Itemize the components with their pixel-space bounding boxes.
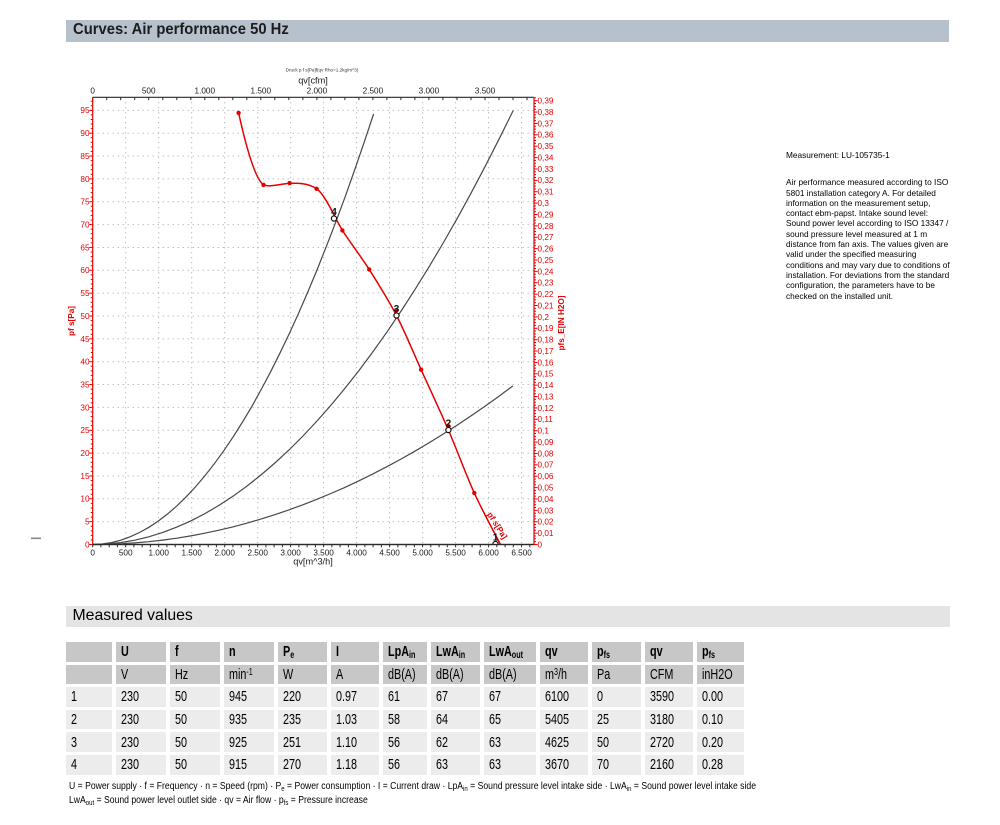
svg-text:0,04: 0,04 <box>538 495 554 504</box>
svg-text:0: 0 <box>85 540 90 549</box>
svg-text:50: 50 <box>80 312 90 321</box>
svg-text:0,16: 0,16 <box>538 358 554 367</box>
svg-text:0,05: 0,05 <box>538 484 554 493</box>
svg-text:10: 10 <box>80 495 90 504</box>
svg-text:0,2: 0,2 <box>538 313 550 322</box>
svg-text:0,06: 0,06 <box>538 472 554 481</box>
svg-text:0,18: 0,18 <box>538 336 554 345</box>
svg-text:0,07: 0,07 <box>538 461 554 470</box>
svg-text:0,02: 0,02 <box>538 518 554 527</box>
svg-text:1.000: 1.000 <box>148 549 169 558</box>
svg-text:0,24: 0,24 <box>538 267 554 276</box>
svg-text:3.000: 3.000 <box>419 87 440 96</box>
svg-text:5.000: 5.000 <box>412 549 433 558</box>
svg-text:0,26: 0,26 <box>538 245 554 254</box>
svg-text:4.000: 4.000 <box>346 549 367 558</box>
svg-text:45: 45 <box>80 335 90 344</box>
svg-text:0,25: 0,25 <box>538 256 554 265</box>
svg-text:1.500: 1.500 <box>251 87 272 96</box>
svg-text:40: 40 <box>80 358 90 367</box>
svg-text:95: 95 <box>80 106 90 115</box>
svg-text:20: 20 <box>80 449 90 458</box>
svg-text:1.000: 1.000 <box>195 87 216 96</box>
svg-text:0,14: 0,14 <box>538 381 554 390</box>
svg-text:0,01: 0,01 <box>538 529 554 538</box>
svg-text:0,35: 0,35 <box>538 142 554 151</box>
svg-text:0,13: 0,13 <box>538 393 554 402</box>
svg-text:0,29: 0,29 <box>538 210 554 219</box>
svg-text:0,38: 0,38 <box>538 108 554 117</box>
svg-text:5.500: 5.500 <box>445 549 466 558</box>
svg-text:75: 75 <box>80 198 90 207</box>
svg-text:2.500: 2.500 <box>247 549 268 558</box>
svg-text:0,32: 0,32 <box>538 176 554 185</box>
svg-text:90: 90 <box>80 129 90 138</box>
svg-text:0,28: 0,28 <box>538 222 554 231</box>
svg-text:500: 500 <box>142 87 156 96</box>
svg-text:3.500: 3.500 <box>475 87 496 96</box>
svg-text:0,33: 0,33 <box>538 165 554 174</box>
svg-text:0,27: 0,27 <box>538 233 554 242</box>
svg-text:2.500: 2.500 <box>363 87 384 96</box>
svg-text:35: 35 <box>80 380 90 389</box>
svg-text:0,17: 0,17 <box>538 347 554 356</box>
svg-text:85: 85 <box>80 152 90 161</box>
svg-text:0,21: 0,21 <box>538 301 554 310</box>
svg-text:pf s[Pa]: pf s[Pa] <box>67 306 76 336</box>
svg-text:70: 70 <box>80 221 90 230</box>
svg-text:4: 4 <box>331 207 337 218</box>
svg-text:0,11: 0,11 <box>538 415 554 424</box>
svg-text:1: 1 <box>493 533 499 544</box>
svg-text:4.500: 4.500 <box>379 549 400 558</box>
svg-text:2: 2 <box>446 419 452 430</box>
svg-text:0,12: 0,12 <box>538 404 554 413</box>
svg-text:0,15: 0,15 <box>538 370 554 379</box>
svg-text:qv[cfm]: qv[cfm] <box>298 76 328 86</box>
svg-text:3.500: 3.500 <box>313 549 334 558</box>
svg-text:0,08: 0,08 <box>538 449 554 458</box>
svg-text:0,19: 0,19 <box>538 324 554 333</box>
svg-text:qv[m^3/h]: qv[m^3/h] <box>293 556 333 566</box>
svg-text:30: 30 <box>80 403 90 412</box>
svg-text:2.000: 2.000 <box>214 549 235 558</box>
svg-text:55: 55 <box>80 289 90 298</box>
svg-text:Druck p f s[Pa]f(qv Rho=1.2kg/: Druck p f s[Pa]f(qv Rho=1.2kg/m^3) <box>286 68 359 73</box>
svg-text:0,09: 0,09 <box>538 438 554 447</box>
svg-text:25: 25 <box>80 426 90 435</box>
svg-text:80: 80 <box>80 175 90 184</box>
svg-text:0,1: 0,1 <box>538 427 550 436</box>
svg-text:3.000: 3.000 <box>280 549 301 558</box>
svg-text:0: 0 <box>538 540 543 549</box>
svg-text:0,36: 0,36 <box>538 131 554 140</box>
svg-text:0,37: 0,37 <box>538 119 554 128</box>
svg-text:500: 500 <box>119 549 133 558</box>
svg-text:0: 0 <box>90 87 95 96</box>
svg-text:0,3: 0,3 <box>538 199 550 208</box>
svg-text:5: 5 <box>85 518 90 527</box>
svg-text:0,31: 0,31 <box>538 188 554 197</box>
svg-text:0,22: 0,22 <box>538 290 554 299</box>
svg-text:6.000: 6.000 <box>478 549 499 558</box>
svg-text:3: 3 <box>394 304 400 315</box>
svg-text:15: 15 <box>80 472 90 481</box>
svg-text:pfs_E[IN H2O]: pfs_E[IN H2O] <box>557 295 566 350</box>
svg-text:2.000: 2.000 <box>307 87 328 96</box>
svg-text:60: 60 <box>80 266 90 275</box>
svg-text:1.500: 1.500 <box>181 549 202 558</box>
svg-text:6.500: 6.500 <box>511 549 532 558</box>
svg-text:65: 65 <box>80 243 90 252</box>
svg-text:0,39: 0,39 <box>538 97 554 106</box>
svg-text:0,23: 0,23 <box>538 279 554 288</box>
svg-text:0: 0 <box>90 549 95 558</box>
svg-text:0,34: 0,34 <box>538 154 554 163</box>
svg-text:0,03: 0,03 <box>538 506 554 515</box>
